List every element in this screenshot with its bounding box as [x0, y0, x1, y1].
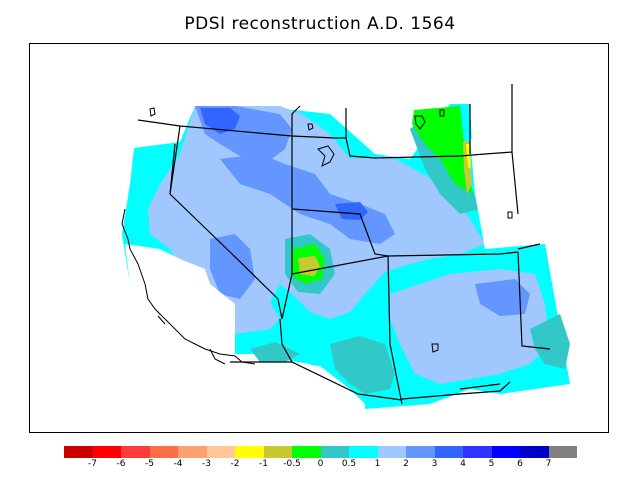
coastlines [121, 208, 256, 365]
pdsi-blue-north-core [200, 108, 240, 134]
map-frame [29, 43, 609, 433]
pdsi-blue-center-core [335, 202, 368, 220]
pdsi-map [121, 84, 570, 432]
pdsi-teal-southwest [250, 342, 300, 362]
pdsi-teal-south [330, 336, 395, 394]
no-data-west [125, 244, 235, 354]
colorbar-swatch [64, 446, 93, 458]
colorbar-swatch [463, 446, 492, 458]
colorbar-swatch [491, 446, 520, 458]
colorbar-tick-label: -5 [145, 459, 154, 469]
colorbar-swatch [149, 446, 178, 458]
colorbar-tick-label: 4 [460, 459, 466, 469]
colorbar-swatch [377, 446, 406, 458]
colorbar-tick-label: 0.5 [341, 459, 357, 469]
colorbar-swatch [349, 446, 378, 458]
colorbar-tick-label: 2 [403, 459, 409, 469]
colorbar-tick-label: 1 [374, 459, 381, 469]
colorbar [64, 446, 577, 458]
pdsi-blue-center [220, 154, 395, 244]
colorbar-swatch [406, 446, 435, 458]
colorbar-tick-label: -1 [259, 459, 268, 469]
colorbar-tick-label: -2 [230, 459, 240, 469]
colorbar-swatch [121, 446, 150, 458]
colorbar-tick-label: 6 [517, 459, 523, 469]
map-title: PDSI reconstruction A.D. 1564 [184, 14, 456, 34]
colorbar-swatch [434, 446, 463, 458]
colorbar-labels: -7 -6 -5 -4 -3 -2 -1 -0.5 0 0.5 1 2 3 4 5 6 7 [0, 459, 640, 475]
colorbar-tick-label: -6 [116, 459, 126, 469]
pdsi-olive-northeast [463, 140, 472, 194]
pdsi-blue-east [475, 279, 530, 316]
pdsi-green-northeast [412, 106, 473, 194]
colorbar-swatch [235, 446, 264, 458]
no-data-southwest [230, 362, 365, 432]
colorbar-tick-label: -7 [88, 459, 97, 469]
colorbar-swatch [548, 446, 577, 458]
colorbar-tick-label: -4 [173, 459, 183, 469]
colorbar-swatch [520, 446, 549, 458]
colorbar-swatch [206, 446, 235, 458]
colorbar-tick-label: -0.5 [283, 459, 301, 469]
pdsi-blue-west [210, 234, 255, 299]
colorbar-tick-label: 5 [488, 459, 495, 469]
colorbar-tick-label: 0 [317, 459, 324, 469]
colorbar-swatch [320, 446, 349, 458]
colorbar-swatch [263, 446, 292, 458]
colorbar-tick-label: -3 [202, 459, 211, 469]
colorbar-tick-label: 7 [545, 459, 552, 469]
colorbar-tick-label: 3 [431, 459, 438, 469]
boundary-lines [137, 84, 551, 405]
colorbar-swatch [178, 446, 207, 458]
pdsi-olive-center [298, 256, 320, 276]
colorbar-swatch [92, 446, 121, 458]
lakes [149, 107, 513, 353]
pdsi-teal-east [530, 314, 570, 369]
colorbar-swatch [292, 446, 321, 458]
